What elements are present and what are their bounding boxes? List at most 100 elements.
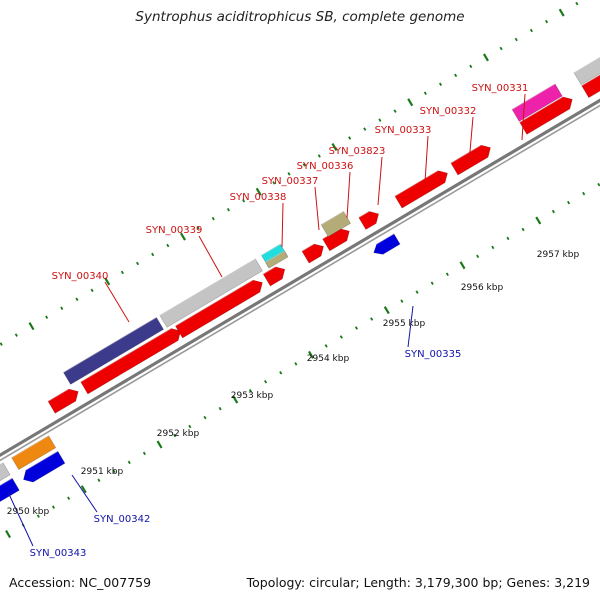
tick-mark: [232, 395, 239, 404]
tick-mark: [90, 288, 94, 293]
gene-minus-grey: [0, 462, 11, 482]
cds-plus-2: [80, 328, 182, 395]
tick-mark: [339, 335, 343, 339]
tick-mark: [551, 209, 555, 214]
tick-mark: [173, 433, 177, 438]
genome-backbone: [0, 98, 600, 462]
gene-syn-00342: [11, 435, 57, 471]
gene-labels: 2950 kbp 2951 kbp 2952 kbp 2953 kbp 2954 kbp…: [7, 83, 580, 559]
cds-minus-2: [23, 450, 66, 483]
kbp-label: 2953 kbp: [231, 391, 274, 401]
tick-mark: [459, 261, 466, 270]
tick-mark: [179, 232, 186, 241]
tick-mark: [36, 514, 40, 518]
topology-text: Topology: circular; Length: 3,179,300 bp…: [246, 575, 590, 590]
tick-mark: [469, 64, 473, 69]
leader-minus: [7, 491, 34, 547]
gene-syn-00340: [63, 316, 164, 385]
gene-syn-00336-highlight: [320, 210, 344, 226]
leader-plus: [198, 235, 223, 278]
tick-mark: [112, 469, 116, 474]
gene-features: [0, 56, 600, 502]
gene-syn-00331-highlight: [511, 83, 556, 110]
tick-mark: [80, 485, 87, 494]
tick-mark: [407, 98, 414, 107]
tick-mark: [287, 172, 291, 176]
cds-plus-1: [47, 388, 79, 414]
gene-syn-00337-highlight: [265, 250, 285, 263]
tick-mark: [400, 299, 404, 303]
leader-plus: [346, 171, 351, 219]
backbone-inner: [0, 104, 600, 462]
gene-syn-00339-highlight: [159, 258, 256, 316]
tick-mark: [514, 37, 518, 42]
tick-marks: [0, 1, 600, 539]
tick-mark: [127, 460, 131, 465]
tick-mark: [558, 8, 565, 17]
cds-plus-10-highlight: [519, 96, 564, 123]
cds-plus-11: [581, 74, 600, 99]
tick-mark: [582, 191, 586, 196]
tick-mark: [393, 109, 397, 113]
tick-mark: [567, 200, 571, 205]
cds-minus-3-highlight: [376, 233, 395, 245]
tick-mark: [529, 28, 533, 33]
leader-plus: [104, 281, 130, 323]
label-leaders: [7, 93, 526, 547]
cds-plus-5-highlight: [301, 243, 315, 252]
tick-mark: [331, 142, 338, 152]
tick-mark: [156, 440, 163, 449]
tick-mark: [597, 182, 600, 187]
tick-mark: [196, 225, 200, 230]
tick-mark: [575, 1, 579, 6]
gene-label-plus: SYN_00332: [420, 106, 477, 117]
gene-syn-00340-highlight: [63, 316, 157, 373]
tick-mark: [506, 236, 510, 241]
tick-mark: [521, 227, 525, 232]
gene-syn-00331: [511, 83, 563, 122]
cds-plus-9: [450, 144, 491, 176]
cds-plus-4-highlight: [262, 266, 276, 275]
tick-mark: [430, 281, 434, 285]
cds-plus-4: [262, 266, 286, 287]
tick-mark: [28, 322, 35, 331]
tick-mark: [370, 317, 374, 321]
tick-mark: [354, 326, 359, 330]
gene-label-plus: SYN_00338: [230, 192, 287, 203]
cds-plus-2-highlight: [80, 327, 172, 383]
cds-plus-8: [394, 170, 448, 209]
tick-mark: [14, 333, 18, 337]
tick-mark: [363, 127, 367, 131]
cds-minus-2-highlight: [25, 450, 59, 471]
kbp-label: 2954 kbp: [307, 354, 350, 364]
kbp-label: 2951 kbp: [81, 467, 124, 477]
tick-mark: [383, 306, 390, 315]
cds-plus-7-highlight: [358, 210, 370, 218]
cds-plus-6: [322, 228, 350, 252]
gene-label-plus: SYN_00333: [375, 125, 432, 136]
tick-mark: [423, 91, 427, 95]
tick-mark: [255, 187, 262, 196]
tick-mark: [445, 272, 449, 276]
tick-mark: [211, 216, 215, 221]
cds-plus-11-highlight: [581, 74, 600, 87]
cds-plus-5: [301, 243, 324, 264]
leader-plus: [281, 202, 284, 248]
tick-mark: [142, 451, 146, 456]
cds-plus-9-highlight: [450, 144, 482, 164]
tick-mark: [226, 207, 230, 212]
tick-mark: [476, 254, 480, 259]
tick-mark: [308, 350, 315, 359]
tick-mark: [60, 306, 64, 311]
tick-mark: [302, 163, 306, 167]
leader-minus: [71, 474, 98, 513]
tick-mark: [545, 19, 549, 24]
tick-mark: [482, 53, 489, 62]
tick-mark: [218, 406, 222, 411]
leader-plus: [377, 156, 383, 206]
cds-minus-1: [0, 477, 20, 502]
tick-mark: [324, 344, 328, 348]
gene-label-plus: SYN_00337: [262, 176, 319, 187]
gene-label-minus: SYN_00335: [405, 349, 462, 360]
